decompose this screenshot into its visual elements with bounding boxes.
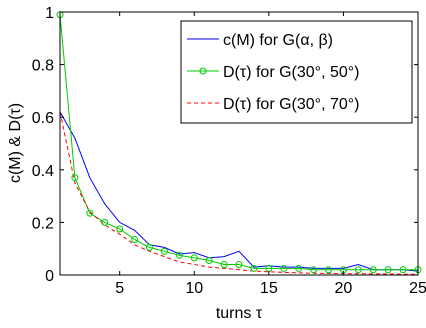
series-1-point [116,225,124,233]
y-axis-label: c(M) & D(τ) [7,103,24,183]
series-1-point [325,266,332,274]
series-1-point [354,266,362,274]
legend-label-2: D(τ) for G(30°, 70°) [223,96,359,113]
series-line-2 [59,111,418,275]
series-1-point [175,251,183,259]
legend-box [180,20,413,124]
series-1-point [160,247,168,255]
y-tick-label: 1 [45,5,54,22]
series-line-1 [59,14,418,271]
x-tick-label: 25 [409,280,426,297]
x-axis-label: turns τ [216,305,263,322]
series-1-point [205,257,213,265]
legend: c(M) for G(α, β) D(τ) for G(30°, 50°) D(τ)… [180,20,413,124]
series-line-0 [59,111,419,272]
series-1-point [369,266,377,274]
series-1-point [86,209,94,217]
x-tick-label: 5 [115,280,124,297]
legend-label-0: c(M) for G(α, β) [223,32,333,49]
plot-frame [59,11,419,276]
series-1-point [280,264,288,272]
series-1-point [131,235,139,243]
series-1-point [190,254,198,262]
series-1-point [399,266,407,274]
series-1-point [235,260,243,268]
series-1-point [384,266,392,274]
x-tick-label: 10 [185,280,203,297]
series-layer [59,14,419,275]
legend-marker-1 [199,67,207,75]
y-tick-label: 0.6 [32,110,54,127]
tick-layer: 5 10 15 20 25 0 0.2 0.4 0.6 0.8 1 [32,5,426,297]
series-1-point [250,264,258,272]
series-1-point [146,243,153,251]
series-1-point [295,264,303,272]
x-tick-label: 15 [260,280,278,297]
y-tick-label: 0.2 [32,215,54,232]
series-1-point [310,266,318,274]
x-tick-label: 20 [335,280,353,297]
y-tick-label: 0 [45,268,54,285]
series-1-point [220,260,228,268]
series-1-point [71,174,79,182]
y-tick-label: 0.4 [32,163,54,180]
series-1-point [101,218,109,226]
legend-label-1: D(τ) for G(30°, 50°) [223,64,359,81]
y-tick-label: 0.8 [32,58,54,75]
